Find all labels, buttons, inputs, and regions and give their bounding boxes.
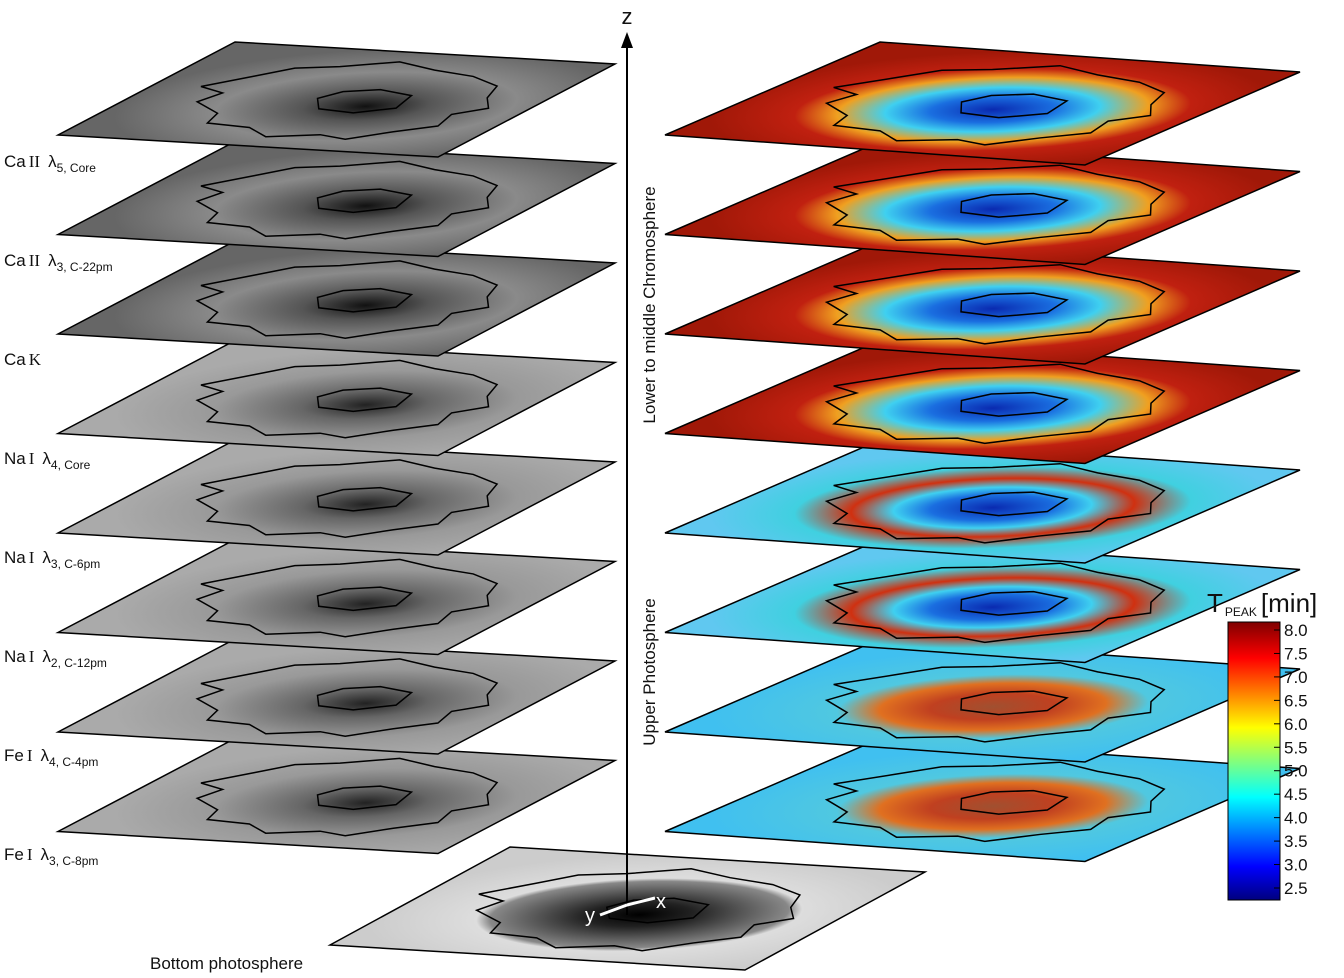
plane (58, 42, 615, 157)
region-label: Upper Photosphere (640, 598, 659, 745)
plane (58, 639, 615, 754)
plane-image (58, 540, 615, 655)
tick-label: 3.5 (1284, 832, 1308, 851)
element: Na (4, 449, 26, 468)
line-sub: 4, Core (51, 458, 91, 472)
ion: I (29, 548, 35, 567)
line-sub: 3, C-22pm (57, 260, 113, 274)
figure: z x y Lower to middle Chromosphere Upper… (0, 0, 1344, 978)
plane-image (665, 639, 1300, 762)
plane-image (665, 739, 1300, 862)
tick-label: 4.5 (1284, 785, 1308, 804)
bottom-label: Bottom photosphere (150, 954, 303, 973)
tick-label: 6.0 (1284, 715, 1308, 734)
region-label: Lower to middle Chromosphere (640, 186, 659, 423)
element: Fe (4, 845, 24, 864)
element: Ca (4, 251, 26, 270)
element: Na (4, 647, 26, 666)
element: Fe (4, 746, 24, 765)
layer-label: CaIIλ3, C-22pm (4, 251, 113, 274)
line-sub: 3, C-6pm (51, 557, 100, 571)
ion: I (29, 449, 35, 468)
ion: I (29, 647, 35, 666)
plane (665, 42, 1300, 165)
tick-label: 2.5 (1284, 879, 1308, 898)
plane (58, 241, 615, 356)
plane (665, 639, 1300, 762)
ion: K (29, 350, 42, 369)
plane-image (665, 341, 1300, 464)
plane (665, 440, 1300, 563)
layer-label: NaIλ4, Core (4, 449, 91, 472)
plane (58, 540, 615, 655)
plane (58, 440, 615, 555)
element: Na (4, 548, 26, 567)
ion: II (29, 251, 41, 270)
plane (58, 341, 615, 456)
plane-image (58, 739, 615, 854)
plane (665, 540, 1300, 663)
line-sub: 2, C-12pm (51, 656, 107, 670)
z-arrow (621, 32, 633, 48)
tick-label: 5.0 (1284, 762, 1308, 781)
tick-label: 6.5 (1284, 691, 1308, 710)
x-label: x (656, 891, 666, 913)
line-sub: 4, C-4pm (49, 755, 98, 769)
colorbar (1228, 622, 1280, 900)
plane-image (665, 440, 1300, 563)
plane-image (58, 639, 615, 754)
plane-image (665, 241, 1300, 364)
ion: II (29, 152, 41, 171)
plane-image (58, 42, 615, 157)
plane-image (58, 142, 615, 257)
element: Ca (4, 152, 26, 171)
z-label: z (622, 4, 633, 29)
tick-label: 3.0 (1284, 856, 1308, 875)
ion: I (27, 746, 33, 765)
plane (665, 739, 1300, 862)
plane (665, 142, 1300, 265)
element: Ca (4, 350, 26, 369)
line-sub: 3, C-8pm (49, 854, 98, 868)
tick-label: 7.0 (1284, 668, 1308, 687)
line-sub: 5, Core (57, 161, 97, 175)
plane-image (665, 42, 1300, 165)
plane (58, 739, 615, 854)
tick-label: 4.0 (1284, 809, 1308, 828)
plane (58, 142, 615, 257)
planes (58, 42, 1300, 970)
plane-image (58, 341, 615, 456)
plane-image (58, 440, 615, 555)
plane-image (58, 241, 615, 356)
tick-label: 5.5 (1284, 738, 1308, 757)
plane (665, 341, 1300, 464)
plane-image (665, 540, 1300, 663)
tick-label: 8.0 (1284, 621, 1308, 640)
y-label: y (585, 905, 595, 927)
plane (665, 241, 1300, 364)
tick-label: 7.5 (1284, 644, 1308, 663)
plane-image (665, 142, 1300, 265)
ion: I (27, 845, 33, 864)
